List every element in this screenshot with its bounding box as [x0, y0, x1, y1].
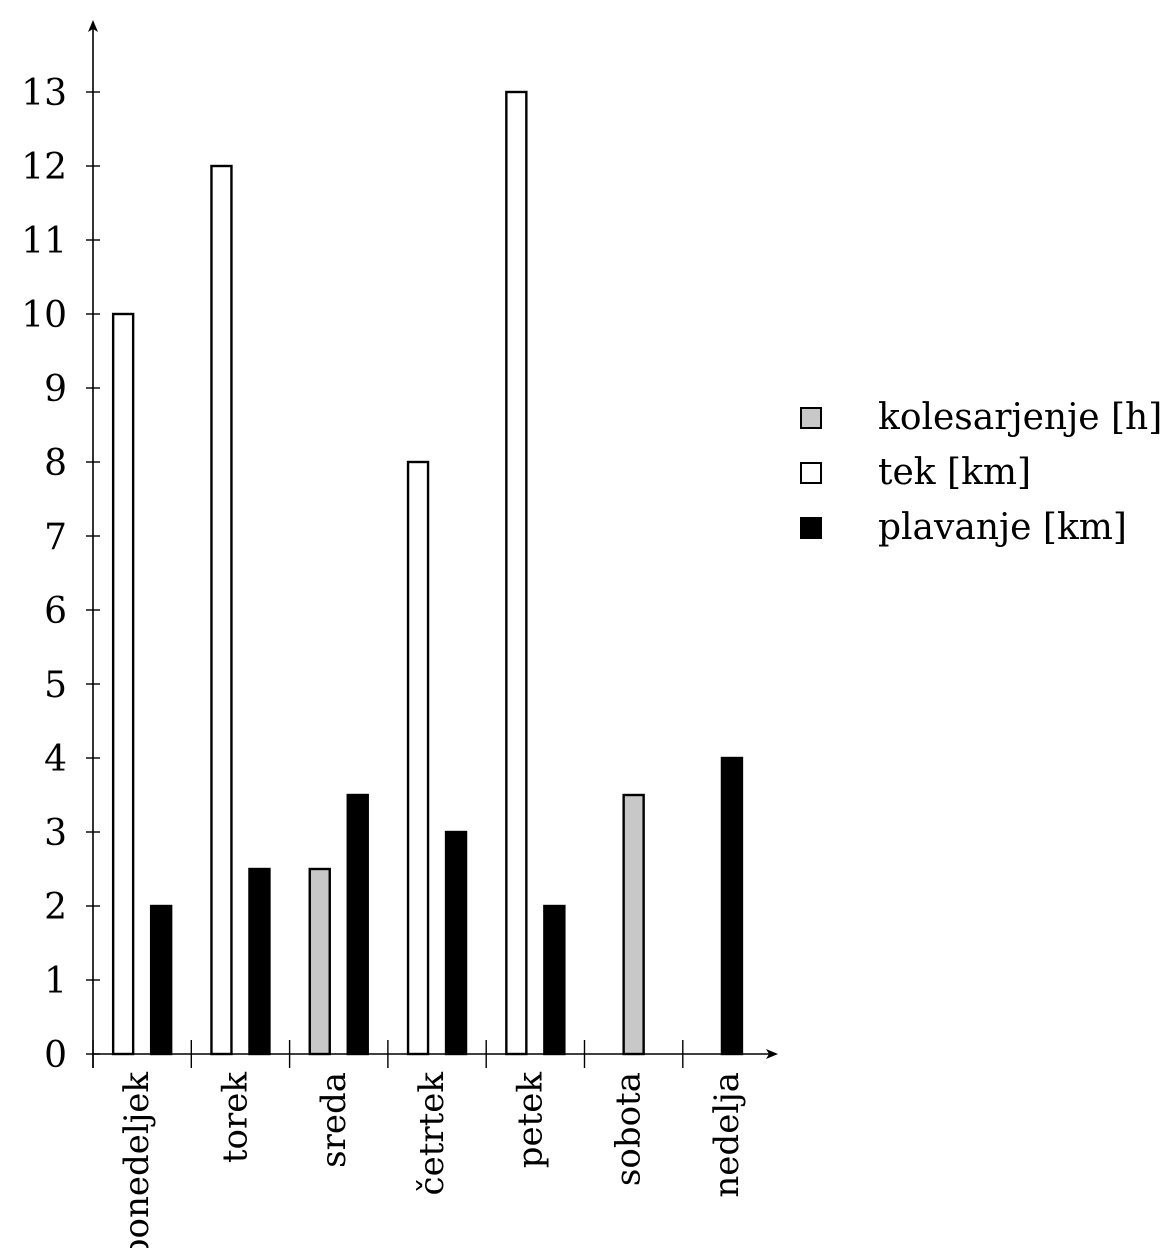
- bar-plavanje-0: [149, 904, 173, 1056]
- x-tick-label: sobota: [609, 1072, 649, 1186]
- x-tick-label: četrtek: [412, 1072, 452, 1196]
- axes: [88, 20, 778, 1068]
- legend-swatch-kolesarjenje: [800, 406, 822, 429]
- y-tick-label: 12: [21, 147, 67, 188]
- y-tick-label: 8: [44, 443, 67, 484]
- y-tick-label: 3: [44, 813, 67, 854]
- y-tick-label: 0: [44, 1035, 67, 1076]
- bar-tek-0: [111, 312, 135, 1056]
- x-tick-label: sreda: [314, 1072, 354, 1168]
- y-tick-label: 7: [44, 517, 67, 558]
- y-tick-label: 11: [21, 221, 67, 262]
- legend-item-kolesarjenje: kolesarjenje [h]: [800, 390, 1162, 445]
- legend: kolesarjenje [h] tek [km] plavanje [km]: [800, 390, 1162, 555]
- x-tick-label: nedelja: [707, 1072, 747, 1198]
- legend-label: kolesarjenje [h]: [878, 397, 1163, 438]
- x-tick-label: petek: [510, 1072, 550, 1169]
- y-tick-label: 1: [44, 961, 67, 1002]
- legend-label: plavanje [km]: [878, 507, 1127, 548]
- bar-kolesarjenje-5: [622, 793, 645, 1056]
- x-tick-label: ponedeljek: [117, 1072, 157, 1248]
- bar-kolesarjenje-2: [308, 867, 331, 1056]
- legend-swatch-plavanje: [800, 516, 822, 539]
- bar-plavanje-1: [248, 867, 271, 1056]
- y-tick-label: 10: [21, 295, 67, 336]
- bar-plavanje-3: [444, 830, 468, 1056]
- legend-swatch-tek: [800, 461, 822, 484]
- bar-plavanje-6: [720, 756, 744, 1056]
- y-tick-label: 4: [44, 739, 67, 780]
- x-tick-label: torek: [215, 1072, 255, 1164]
- x-axis-arrow: [766, 1049, 778, 1059]
- y-tick-label: 6: [44, 591, 67, 632]
- y-tick-label: 9: [44, 369, 67, 410]
- y-tick-label: 5: [44, 665, 67, 706]
- legend-item-plavanje: plavanje [km]: [800, 500, 1162, 555]
- bar-tek-1: [210, 164, 233, 1056]
- bar-plavanje-4: [543, 904, 566, 1056]
- x-ticks: ponedeljek torek sreda četrtek petek sobota ne…: [92, 1040, 747, 1252]
- y-tick-label: 13: [21, 73, 67, 114]
- bar-tek-3: [406, 460, 430, 1056]
- legend-label: tek [km]: [878, 452, 1032, 493]
- legend-item-tek: tek [km]: [800, 445, 1162, 500]
- bar-plavanje-2: [346, 793, 369, 1056]
- y-axis-arrow: [88, 20, 98, 32]
- bar-tek-4: [505, 90, 528, 1056]
- y-tick-label: 2: [44, 887, 67, 928]
- bars: [111, 90, 744, 1056]
